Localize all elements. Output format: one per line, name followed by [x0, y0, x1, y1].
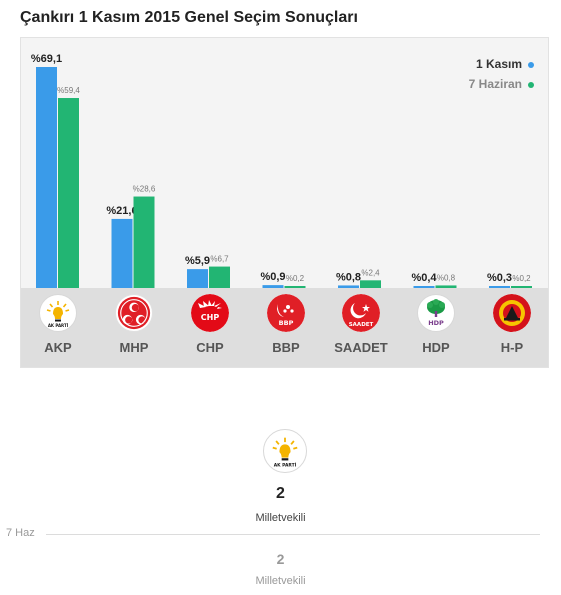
hdp-logo-icon: HDP [417, 294, 455, 332]
value-label-akp-previous: %59,4 [57, 86, 80, 95]
akp-logo-text: AK PARTİ [48, 323, 69, 328]
bar-saadet-current [338, 285, 359, 288]
bar-hp-current [489, 286, 510, 288]
party-label-bbp: BBP [272, 340, 300, 355]
value-label-akp-current: %69,1 [31, 53, 62, 65]
chp-logo-icon: CHP [191, 294, 229, 332]
value-label-bbp-current: %0,9 [260, 271, 285, 283]
value-label-mhp-previous: %28,6 [133, 185, 156, 194]
bar-saadet-previous [360, 280, 381, 288]
value-label-hp-previous: %0,2 [512, 274, 531, 283]
previous-seat-label: Milletvekili [255, 575, 306, 587]
divider-line [46, 534, 540, 535]
value-label-chp-current: %5,9 [185, 255, 210, 267]
bar-mhp-previous [133, 196, 155, 288]
previous-election-divider: 7 Haz [0, 526, 561, 542]
value-label-mhp-current: %21,6 [106, 205, 137, 217]
bar-hp-previous [511, 286, 532, 288]
legend-current-label: 1 Kasım [475, 57, 522, 71]
election-chart: %69,1 %59,4 %21,6 %28,6 %5,9 %6,7 %0,9 %0,2 %0,8… [20, 37, 549, 368]
current-seat-count: 2 [276, 485, 285, 502]
value-label-hdp-previous: %0,8 [437, 273, 456, 282]
value-label-chp-previous: %6,7 [210, 255, 229, 264]
legend-current: 1 Kasım [469, 54, 534, 74]
value-label-saadet-previous: %2,4 [361, 268, 380, 277]
legend-previous: 7 Haziran [469, 74, 534, 94]
party-label-chp: CHP [196, 340, 224, 355]
hdp-logo-text: HDP [428, 319, 444, 327]
bbp-logo-icon: BBP [267, 294, 305, 332]
legend-previous-label: 7 Haziran [468, 77, 522, 91]
bbp-logo-text: BBP [279, 319, 294, 327]
winner-logo-text: AK PARTİ [274, 462, 297, 469]
winner-akp-logo-icon: AK PARTİ [263, 429, 307, 473]
previous-election-tag: 7 Haz [6, 527, 35, 539]
hp-logo-icon [493, 294, 531, 332]
saadet-logo-text: SAADET [349, 322, 374, 328]
value-label-bbp-previous: %0,2 [286, 274, 305, 283]
party-label-hp: H-P [500, 340, 524, 355]
value-label-saadet-current: %0,8 [336, 271, 361, 283]
bar-chart: %69,1%59,4%21,6%28,6%5,9 %6,7%0,9 %0,2 %0,8… [31, 53, 532, 288]
current-seat-label: Milletvekili [255, 512, 306, 524]
mhp-logo-icon [115, 294, 153, 332]
bar-hdp-previous [435, 285, 457, 288]
party-label-mhp: MHP [119, 340, 149, 355]
akp-logo-icon: AK PARTİ [39, 294, 77, 332]
bar-mhp-current [111, 218, 133, 288]
party-label-akp: AKP [44, 340, 72, 355]
bar-chp-previous [209, 266, 230, 288]
page-title: Çankırı 1 Kasım 2015 Genel Seçim Sonuçla… [20, 9, 358, 26]
bar-chp-current [187, 269, 208, 288]
value-label-hp-current: %0,3 [487, 272, 512, 284]
previous-seat-count: 2 [276, 551, 285, 567]
bar-bbp-previous [284, 286, 306, 288]
bar-akp-previous [58, 98, 79, 288]
bar-hdp-current [413, 286, 435, 288]
party-label-saadet: SAADET [334, 340, 388, 355]
value-label-hdp-current: %0,4 [411, 272, 437, 284]
saadet-logo-icon: SAADET [342, 294, 380, 332]
party-label-hdp: HDP [422, 340, 450, 355]
chp-logo-text: CHP [201, 313, 220, 322]
chart-legend: 1 Kasım 7 Haziran [469, 54, 534, 94]
party-logo-strip: AK PARTİ [21, 288, 548, 367]
legend-current-dot [528, 61, 534, 68]
legend-previous-dot [528, 81, 534, 88]
bar-bbp-current [262, 285, 284, 288]
bar-akp-current [36, 67, 57, 288]
